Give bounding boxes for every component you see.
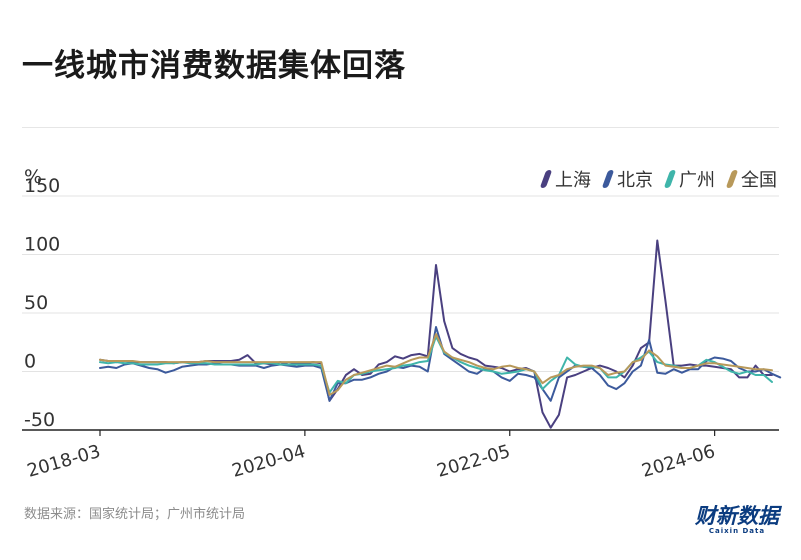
x-tick-label: 2024-06 <box>639 441 717 482</box>
chart-legend: 上海 北京 广州 全国 <box>539 166 777 192</box>
legend-item-shanghai[interactable]: 上海 <box>539 166 591 192</box>
x-tick-label: 2022-05 <box>435 441 513 482</box>
legend-item-beijing[interactable]: 北京 <box>601 166 653 192</box>
legend-label-shanghai: 上海 <box>555 170 591 191</box>
brand-name: 财新数据 <box>695 504 779 528</box>
y-tick-label: -50 <box>24 409 55 431</box>
y-axis-unit-label: % <box>24 166 43 188</box>
data-source-note: 数据来源：国家统计局；广州市统计局 <box>24 507 246 522</box>
legend-label-national: 全国 <box>741 170 777 191</box>
series-line-3 <box>99 333 773 396</box>
x-tick-label: 2020-04 <box>230 441 308 482</box>
x-tick-label: 2018-03 <box>25 441 103 482</box>
legend-item-national[interactable]: 全国 <box>725 166 777 192</box>
brand-name-en: Caixin Data <box>708 527 766 535</box>
divider <box>22 127 779 128</box>
y-tick-label: 100 <box>24 234 60 256</box>
y-tick-label: 50 <box>24 292 48 314</box>
y-tick-label: 0 <box>24 351 36 373</box>
page-title: 一线城市消费数据集体回落 <box>22 48 406 84</box>
legend-label-beijing: 北京 <box>617 170 653 191</box>
y-tick-label: 150 <box>24 175 60 197</box>
brand-logo: 财新数据 Caixin Data <box>695 505 779 535</box>
legend-label-guangzhou: 广州 <box>679 170 715 191</box>
legend-item-guangzhou[interactable]: 广州 <box>663 166 715 192</box>
